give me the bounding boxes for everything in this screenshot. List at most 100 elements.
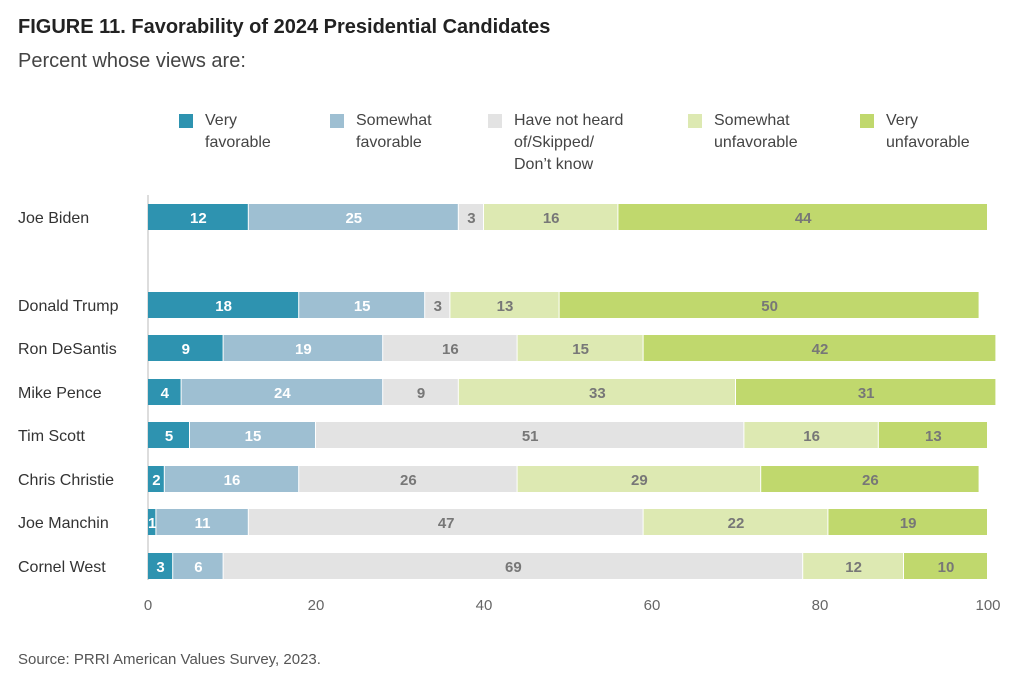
data-label: 13	[925, 428, 942, 445]
data-label: 13	[497, 298, 514, 315]
data-label: 9	[417, 385, 425, 402]
x-tick-label: 60	[644, 597, 661, 614]
legend-swatch	[860, 114, 874, 128]
category-label: Chris Christie	[18, 472, 114, 489]
bar-segment	[425, 292, 450, 318]
data-label: 47	[438, 515, 455, 532]
bar-segment	[450, 292, 559, 318]
bar-segment	[643, 509, 828, 535]
bar-segment	[878, 422, 987, 448]
bar-segment	[803, 553, 903, 579]
data-label: 6	[194, 559, 202, 576]
bar-segment	[164, 466, 299, 492]
category-label: Mike Pence	[18, 385, 102, 402]
data-label: 18	[215, 298, 232, 315]
bar-segment	[383, 335, 517, 361]
x-tick-label: 100	[975, 597, 1000, 614]
chart-title: FIGURE 11. Favorability of 2024 Presiden…	[18, 16, 551, 38]
bar-segment	[761, 466, 979, 492]
data-label: 29	[631, 472, 648, 489]
data-label: 16	[803, 428, 820, 445]
legend-swatch	[330, 114, 344, 128]
bar-segment	[517, 335, 643, 361]
bar-segment	[744, 422, 878, 448]
category-label: Ron DeSantis	[18, 341, 117, 358]
bar-segment	[736, 379, 996, 405]
legend-item-0: Very favorable	[179, 110, 271, 154]
bar-segment	[618, 204, 987, 230]
legend-label: Very favorable	[205, 112, 271, 151]
bar-segment	[148, 509, 156, 535]
data-label: 24	[274, 385, 291, 402]
bar-segment	[299, 466, 517, 492]
data-label: 2	[152, 472, 160, 489]
bar-segment	[148, 204, 248, 230]
legend-item-1: Somewhat favorable	[330, 110, 432, 154]
bar-segment	[828, 509, 987, 535]
legend-item-4: Very unfavorable	[860, 110, 970, 154]
data-label: 26	[400, 472, 417, 489]
bar-segment	[156, 509, 248, 535]
bar-segment	[643, 335, 996, 361]
x-tick-label: 0	[144, 597, 152, 614]
bar-segment	[458, 204, 483, 230]
bar-segment	[248, 509, 643, 535]
bar-segment	[223, 553, 803, 579]
bar-segment	[904, 553, 987, 579]
bar-segment	[383, 379, 458, 405]
bar-segment	[484, 204, 618, 230]
data-label: 50	[761, 298, 778, 315]
legend-swatch	[488, 114, 502, 128]
bar-segment	[148, 422, 189, 448]
legend-swatch	[688, 114, 702, 128]
data-label: 4	[161, 385, 170, 402]
category-label: Donald Trump	[18, 298, 119, 315]
bar-segment	[559, 292, 979, 318]
data-label: 16	[442, 341, 459, 358]
bar-segment	[148, 379, 181, 405]
bar-segment	[148, 466, 164, 492]
x-tick-label: 80	[812, 597, 829, 614]
data-label: 25	[345, 210, 362, 227]
legend-item-2: Have not heard of/Skipped/ Don’t know	[488, 110, 624, 176]
data-label: 22	[728, 515, 745, 532]
legend-label: Have not heard of/Skipped/ Don’t know	[514, 112, 624, 173]
bar-segment	[181, 379, 383, 405]
data-label: 69	[505, 559, 522, 576]
data-label: 1	[148, 515, 156, 532]
bar-segment	[248, 204, 458, 230]
bar-segment	[223, 335, 383, 361]
data-label: 16	[224, 472, 241, 489]
x-tick-label: 20	[308, 597, 325, 614]
category-label: Joe Manchin	[18, 515, 109, 532]
data-label: 15	[354, 298, 371, 315]
data-label: 12	[845, 559, 862, 576]
data-label: 44	[795, 210, 812, 227]
bar-segment	[316, 422, 744, 448]
data-label: 33	[589, 385, 606, 402]
x-tick-label: 40	[476, 597, 493, 614]
data-label: 3	[156, 559, 164, 576]
legend-label: Somewhat unfavorable	[714, 112, 798, 151]
data-label: 3	[434, 298, 442, 315]
source-note: Source: PRRI American Values Survey, 202…	[18, 651, 321, 668]
category-label: Tim Scott	[18, 428, 86, 445]
chart-subtitle: Percent whose views are:	[18, 50, 246, 72]
bar-segment	[299, 292, 425, 318]
data-label: 9	[182, 341, 190, 358]
data-label: 5	[165, 428, 173, 445]
bar-segment	[148, 335, 223, 361]
data-label: 12	[190, 210, 207, 227]
data-label: 15	[245, 428, 262, 445]
bar-segment	[458, 379, 735, 405]
data-label: 19	[900, 515, 917, 532]
bar-segment	[190, 422, 315, 448]
category-label: Joe Biden	[18, 210, 89, 227]
bar-segment	[148, 292, 299, 318]
data-label: 15	[572, 341, 589, 358]
legend-label: Somewhat favorable	[356, 112, 432, 151]
data-label: 26	[862, 472, 879, 489]
data-label: 42	[812, 341, 829, 358]
legend-swatch	[179, 114, 193, 128]
legend-label: Very unfavorable	[886, 112, 970, 151]
